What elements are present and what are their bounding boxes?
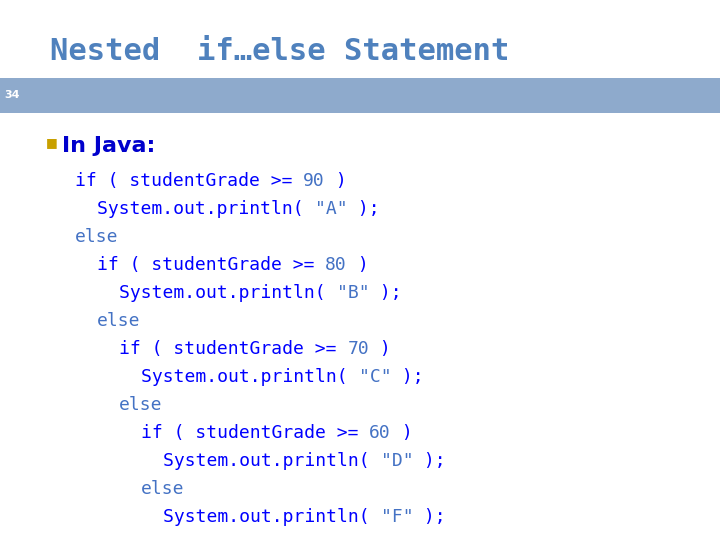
Text: );: );: [413, 452, 446, 470]
Text: if ( studentGrade >=: if ( studentGrade >=: [141, 424, 369, 442]
Text: System.out.println(: System.out.println(: [97, 200, 315, 218]
Text: 70: 70: [347, 340, 369, 358]
Text: System.out.println(: System.out.println(: [119, 284, 336, 302]
Text: "C": "C": [359, 368, 391, 386]
Text: );: );: [391, 368, 424, 386]
Text: ■: ■: [46, 136, 58, 149]
Text: else: else: [97, 312, 140, 330]
Text: if ( studentGrade >=: if ( studentGrade >=: [97, 256, 325, 274]
Text: System.out.println(: System.out.println(: [163, 508, 380, 526]
Text: System.out.println(: System.out.println(: [141, 368, 359, 386]
Text: "A": "A": [315, 200, 347, 218]
Text: 80: 80: [325, 256, 347, 274]
Text: );: );: [413, 508, 446, 526]
Text: if ( studentGrade >=: if ( studentGrade >=: [75, 172, 303, 190]
Text: "B": "B": [336, 284, 369, 302]
Text: else: else: [119, 396, 163, 414]
Text: else: else: [141, 480, 184, 498]
Text: );: );: [347, 200, 379, 218]
Text: ): ): [391, 424, 413, 442]
Text: System.out.println(: System.out.println(: [163, 452, 380, 470]
Text: Nested  if…else Statement: Nested if…else Statement: [50, 37, 509, 66]
Bar: [0, 78, 720, 113]
Text: "F": "F": [380, 508, 413, 526]
Text: );: );: [369, 284, 402, 302]
Text: In Java:: In Java:: [62, 136, 156, 156]
Text: 90: 90: [303, 172, 325, 190]
Text: ): ): [347, 256, 369, 274]
Text: ): ): [369, 340, 391, 358]
Text: else: else: [75, 228, 119, 246]
Text: 60: 60: [369, 424, 391, 442]
Text: 34: 34: [4, 91, 19, 100]
Text: "D": "D": [380, 452, 413, 470]
Text: ): ): [325, 172, 347, 190]
Text: if ( studentGrade >=: if ( studentGrade >=: [119, 340, 347, 358]
